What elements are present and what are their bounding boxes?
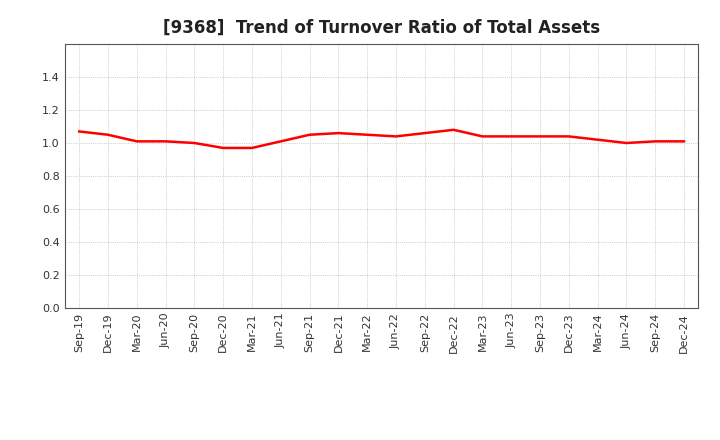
Title: [9368]  Trend of Turnover Ratio of Total Assets: [9368] Trend of Turnover Ratio of Total …	[163, 19, 600, 37]
